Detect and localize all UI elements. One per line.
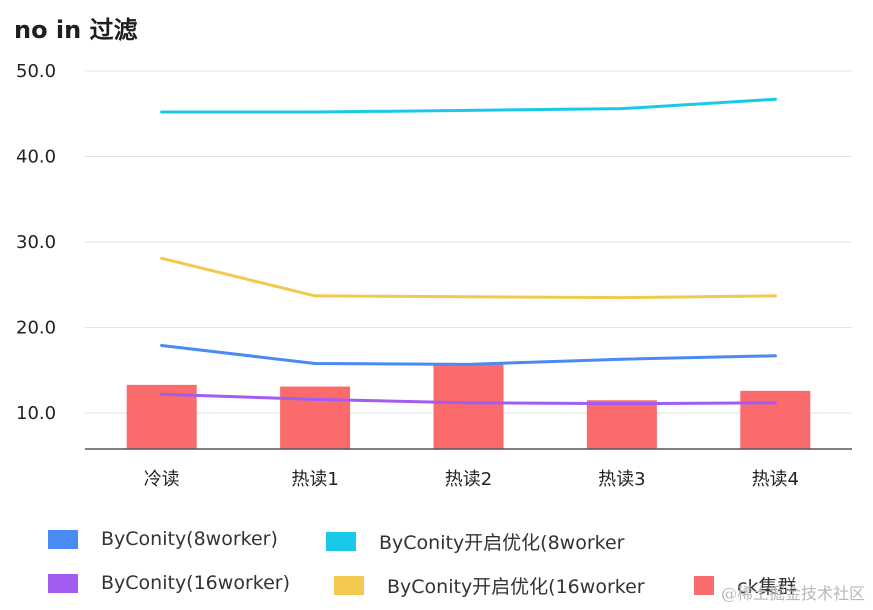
- series-point-0: [620, 357, 624, 361]
- y-tick-label: 30.0: [16, 232, 56, 253]
- series-point-3: [620, 296, 624, 300]
- legend-label: ByConity(8worker): [101, 528, 278, 550]
- bar-ck-cluster: [586, 400, 657, 449]
- series-point-2: [467, 401, 470, 405]
- series-point-3: [160, 256, 164, 260]
- series-line-3: [160, 256, 777, 300]
- legend-swatch: [48, 573, 78, 593]
- legend-item[interactable]: ByConity(16worker): [48, 572, 290, 594]
- y-tick-label: 20.0: [16, 318, 56, 339]
- series-point-0: [160, 344, 164, 348]
- legend-swatch: [326, 532, 356, 551]
- line-series-layer: [160, 97, 777, 406]
- series-point-1: [467, 108, 470, 112]
- legend-item[interactable]: ByConity开启优化(8worker: [326, 528, 625, 555]
- x-tick-label: 热读4: [752, 469, 799, 490]
- y-tick-label: 40.0: [16, 147, 56, 168]
- series-point-2: [160, 392, 164, 396]
- x-tick-label: 热读2: [445, 469, 492, 490]
- x-tick-label: 热读3: [598, 469, 645, 490]
- series-point-1: [620, 107, 624, 111]
- series-point-3: [467, 295, 470, 299]
- legend-label: ByConity开启优化(8worker: [379, 532, 625, 554]
- series-point-2: [313, 397, 317, 401]
- series-point-0: [313, 361, 317, 365]
- x-tick-label: 热读1: [291, 469, 338, 490]
- gridlines: [85, 70, 852, 414]
- series-point-1: [160, 110, 164, 114]
- legend-label: ByConity(16worker): [101, 572, 290, 594]
- bar-ck-cluster: [433, 364, 504, 449]
- legend-label: ck集群: [737, 576, 797, 598]
- legend-swatch: [334, 576, 364, 595]
- y-tick-label: 50.0: [16, 61, 56, 82]
- legend-swatch: [48, 529, 78, 549]
- legend-label: ByConity开启优化(16worker: [387, 576, 645, 598]
- series-point-0: [467, 362, 470, 366]
- series-point-3: [313, 294, 317, 298]
- series-line-0: [160, 344, 777, 366]
- bar-ck-cluster: [740, 390, 811, 449]
- chart-title: no in 过滤: [14, 16, 138, 44]
- series-point-1: [313, 110, 317, 114]
- legend-item[interactable]: ByConity(8worker): [48, 528, 278, 550]
- bar-ck-cluster: [280, 386, 351, 449]
- legend-item[interactable]: ByConity开启优化(16worker: [334, 572, 645, 599]
- series-point-2: [620, 402, 624, 406]
- watermark: @稀土掘金技术社区: [720, 584, 865, 603]
- series-point-1: [773, 97, 777, 101]
- series-point-3: [773, 294, 777, 298]
- bar-series-layer: [126, 364, 811, 449]
- axes: 50.0 40.0 30.0 20.0 10.0 冷读 热读1 热读2 热读3 热读4: [16, 61, 852, 490]
- legend-swatch: [694, 576, 714, 595]
- y-tick-label: 10.0: [16, 403, 56, 424]
- legend-item[interactable]: ck集群: [694, 572, 796, 599]
- series-point-2: [773, 401, 777, 405]
- series-point-0: [773, 354, 777, 358]
- x-tick-label: 冷读: [144, 469, 180, 490]
